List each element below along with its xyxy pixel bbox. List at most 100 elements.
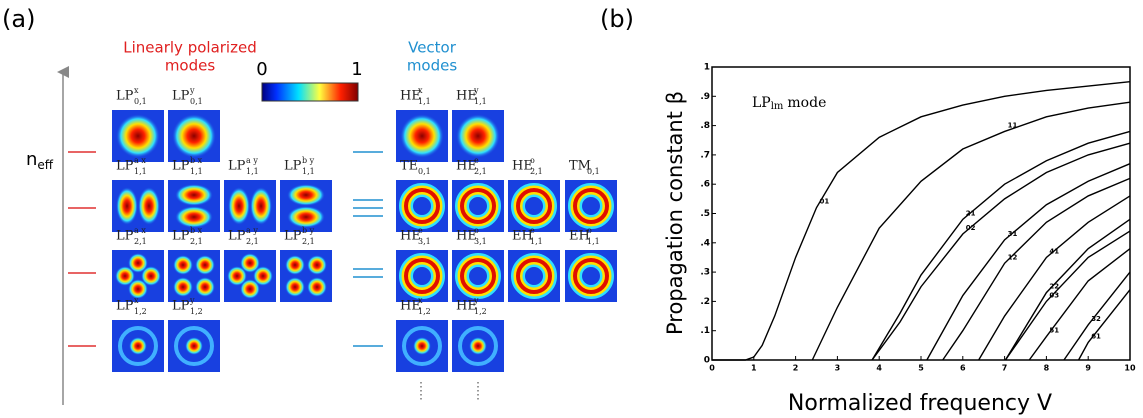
lobe <box>228 187 250 225</box>
curve-label: 01 <box>820 198 830 206</box>
y-tick-label: .9 <box>700 92 710 102</box>
x-tick-label: 2 <box>793 364 799 373</box>
mode-label: HE <box>456 89 477 104</box>
mode-sup: e <box>418 226 423 235</box>
mode-label: LP <box>228 229 246 244</box>
curve <box>1028 248 1131 361</box>
mode-image <box>452 110 504 162</box>
mode-sub: 1,1 <box>246 167 259 176</box>
mode-sup: a x <box>134 226 146 235</box>
mode-sub: 1,1 <box>134 167 147 176</box>
mode-label: LP <box>172 229 190 244</box>
mode-sub: 1,1 <box>587 237 600 246</box>
y-axis-label: Propagation constant β <box>663 91 687 335</box>
lobe <box>240 279 260 299</box>
mode-label: HE <box>512 159 533 174</box>
x-axis-label: Normalized frequency V <box>788 391 1052 416</box>
lobe <box>141 266 161 286</box>
x-tick-label: 7 <box>1002 364 1008 373</box>
colorbar-label: 0 <box>256 59 267 80</box>
mode-image <box>168 180 220 232</box>
curve <box>1077 289 1131 361</box>
annotation-base: LP <box>752 95 771 111</box>
mode-bg <box>280 250 332 302</box>
y-tick-label: .1 <box>700 326 710 336</box>
lp-title: Linearly polarized <box>123 39 256 57</box>
mode-label: HE <box>400 299 421 314</box>
mode-sub: 1,2 <box>418 307 431 316</box>
curve <box>942 177 1131 361</box>
x-tick-label: 1 <box>751 364 757 373</box>
mode-label: LP <box>284 159 302 174</box>
ring <box>404 258 440 294</box>
ring <box>460 188 496 224</box>
lobe <box>173 255 193 275</box>
neff-sub: eff <box>37 158 53 172</box>
lobe <box>195 255 215 275</box>
lobe <box>469 337 487 355</box>
mode-sup: b y <box>302 226 315 235</box>
curve-label: 32 <box>1091 315 1101 323</box>
curve <box>926 163 1131 361</box>
mode-sub: 0,1 <box>418 167 431 176</box>
x-tick-label: 10 <box>1124 364 1136 373</box>
curve-label: 41 <box>1049 247 1059 255</box>
mode-image <box>452 180 504 232</box>
lobe <box>227 266 247 286</box>
y-tick-label: .8 <box>700 121 710 131</box>
mode-label: LP <box>116 299 134 314</box>
mode-sub: 1,1 <box>530 237 543 246</box>
mode-image <box>168 250 220 302</box>
lobe <box>250 187 272 225</box>
mode-sup: x <box>418 296 423 305</box>
mode-sub: 0,1 <box>134 97 147 106</box>
x-tick-label: 8 <box>1044 364 1050 373</box>
mode-label: TM <box>569 159 591 174</box>
annotation: LPlm mode <box>752 95 826 112</box>
x-tick-label: 3 <box>835 364 841 373</box>
lobe <box>175 206 213 228</box>
lobe <box>195 277 215 297</box>
ring <box>174 326 214 366</box>
mode-sub: 2,1 <box>190 237 203 246</box>
mode-image <box>224 180 276 232</box>
lp-levels <box>68 151 96 347</box>
mode-image <box>280 250 332 302</box>
lobe <box>285 277 305 297</box>
lobe <box>253 266 273 286</box>
ring <box>404 188 440 224</box>
neff-base: n <box>26 149 37 170</box>
mode-label: LP <box>172 299 190 314</box>
lobe <box>129 337 147 355</box>
mode-sup: a y <box>246 156 258 165</box>
mode-sup: o <box>587 226 592 235</box>
curve <box>1063 271 1131 361</box>
annotation-sub: lm <box>771 101 784 112</box>
mode-sup: b x <box>190 156 203 165</box>
y-tick-label: .2 <box>700 297 710 307</box>
y-tick-label: .4 <box>700 238 710 248</box>
lobe <box>138 187 160 225</box>
lobe <box>173 277 193 297</box>
y-tick-label: 0 <box>704 356 710 366</box>
mode-image <box>168 110 220 162</box>
mode-sup: x <box>134 296 139 305</box>
curve-label: 51 <box>1049 327 1059 335</box>
lobe <box>115 266 135 286</box>
mode-image <box>168 320 220 372</box>
mode-image <box>565 180 617 232</box>
lobe <box>185 337 203 355</box>
mode-sup: b y <box>302 156 315 165</box>
lobe <box>400 114 444 158</box>
colorbar-label: 1 <box>351 59 362 80</box>
y-tick-label: 1 <box>704 63 710 73</box>
mode-sub: 1,1 <box>474 97 487 106</box>
curve-label: 03 <box>1049 291 1059 299</box>
mode-sub: 1,2 <box>134 307 147 316</box>
vector-title: Vector <box>408 39 457 57</box>
panel-label: (b) <box>600 5 634 33</box>
curve <box>1004 230 1131 361</box>
mode-image <box>508 250 560 302</box>
lobe <box>175 184 213 206</box>
